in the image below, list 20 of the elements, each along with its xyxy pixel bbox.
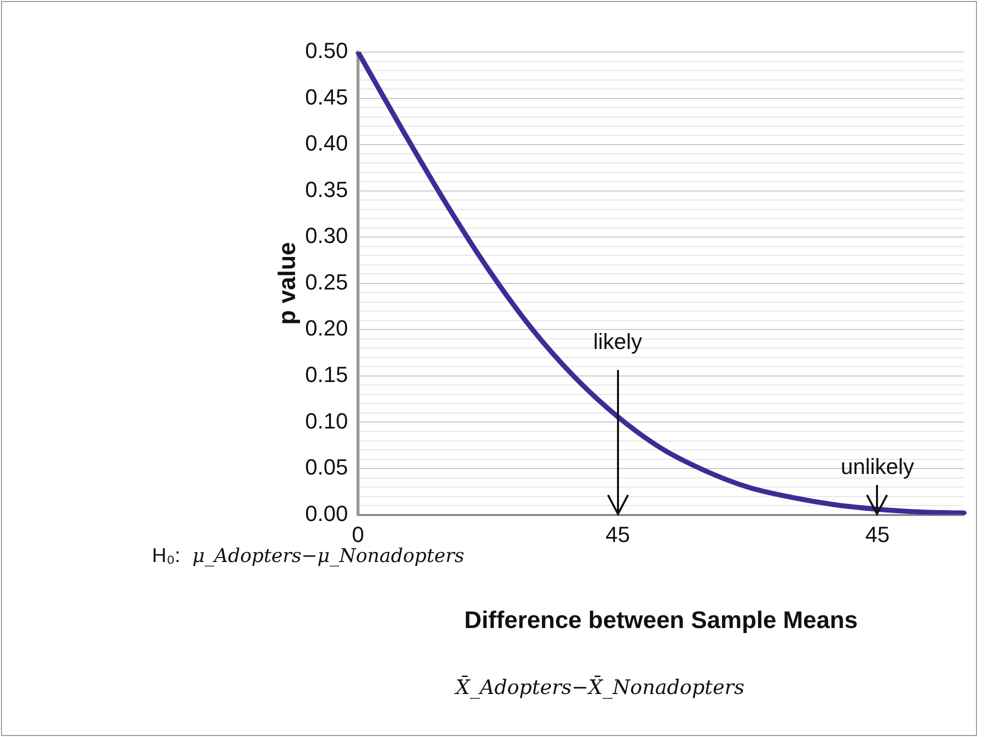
y-tick-label: 0.45 <box>305 84 348 110</box>
x-tick-label: 45 <box>605 522 630 548</box>
y-tick-label: 0.40 <box>305 130 348 156</box>
y-axis-title: p value <box>274 242 302 325</box>
y-tick-label: 0.10 <box>305 408 348 434</box>
y-tick-label: 0.00 <box>305 500 348 526</box>
annotation: unlikely <box>840 454 914 479</box>
y-tick-label: 0.35 <box>305 176 348 202</box>
y-tick-label: 0.25 <box>305 269 348 294</box>
y-tick-label: 0.30 <box>305 223 348 248</box>
y-tick-label: 0.15 <box>305 362 348 388</box>
annotation: likely <box>593 328 642 354</box>
y-tick-label: 0.20 <box>305 316 348 341</box>
x-axis-title: Difference between Sample Means <box>464 607 858 634</box>
x-tick-label: 45 <box>865 522 890 548</box>
y-tick-label: 0.50 <box>305 38 348 64</box>
y-tick-label: 0.05 <box>305 454 348 480</box>
x-tick-label: 0 <box>352 522 364 548</box>
text: X̄_Adopters−X̄_Nonadopters <box>454 675 744 699</box>
text: H₀: μ_Adopters−μ_Nonadopters <box>152 545 465 567</box>
